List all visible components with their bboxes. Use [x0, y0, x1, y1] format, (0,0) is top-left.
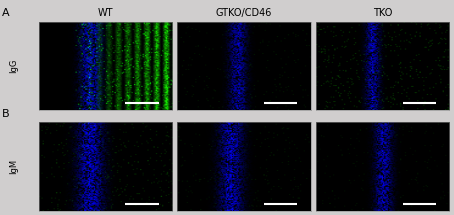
Text: TKO: TKO	[373, 8, 393, 18]
Text: B: B	[2, 109, 10, 119]
Text: IgG: IgG	[9, 59, 18, 73]
Text: WT: WT	[98, 8, 113, 18]
Text: GTKO/CD46: GTKO/CD46	[216, 8, 272, 18]
Text: A: A	[2, 8, 10, 18]
Text: IgM: IgM	[9, 159, 18, 174]
